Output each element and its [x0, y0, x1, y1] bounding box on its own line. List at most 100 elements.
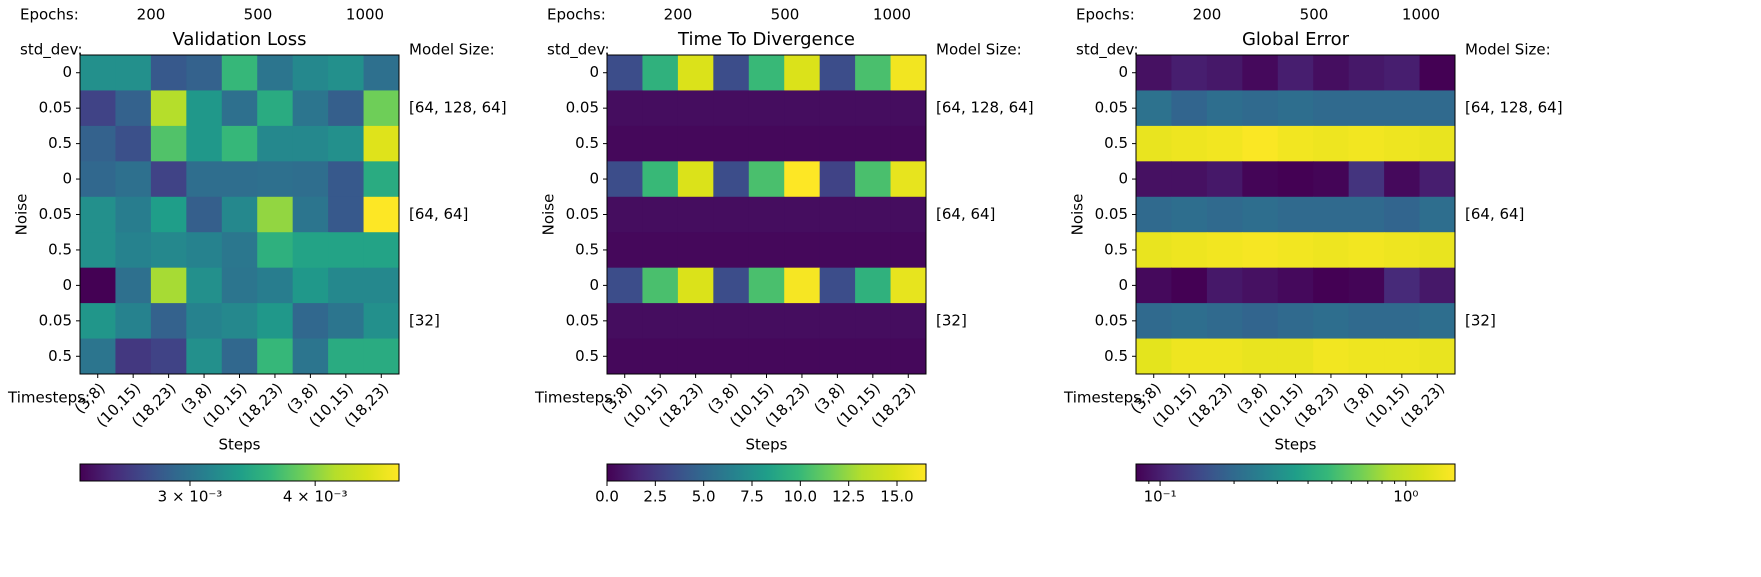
group-label: 1000: [346, 6, 384, 24]
heatmap-cell: [257, 338, 294, 375]
heatmap-cell: [221, 55, 258, 91]
heatmap-cell: [1136, 161, 1172, 198]
heatmap-cell: [186, 196, 223, 233]
heatmap-cell: [1384, 55, 1421, 91]
y-label: Noise: [540, 194, 558, 236]
group-label: 200: [664, 6, 693, 24]
y-tick-label: 0.05: [566, 311, 599, 329]
colorbar-tick-label: 7.5: [740, 488, 764, 506]
heatmap-cell: [1242, 303, 1279, 340]
heatmap-cell: [1242, 161, 1279, 198]
heatmap-cell: [819, 338, 856, 375]
y-tick-label: 0.05: [566, 205, 599, 223]
heatmap-cell: [80, 196, 116, 233]
heatmap-cell: [1384, 196, 1421, 233]
y-tick-label: 0: [589, 63, 599, 81]
colorbar-tick-label: 12.5: [832, 488, 865, 506]
heatmap-cell: [1136, 125, 1172, 162]
heatmap-cell: [328, 90, 365, 127]
heatmap-cell: [363, 338, 400, 375]
heatmap-cell: [1313, 125, 1350, 162]
heatmap-cell: [1206, 338, 1243, 375]
heatmap-cell: [221, 303, 258, 340]
heatmap-cell: [363, 90, 400, 127]
heatmap-cell: [328, 55, 365, 91]
heatmap-cell: [642, 55, 679, 91]
heatmap-cell: [1277, 303, 1314, 340]
heatmap-cell: [642, 232, 679, 269]
heatmap-cell: [1136, 90, 1172, 127]
heatmap-cell: [221, 267, 258, 304]
heatmap-cell: [1313, 90, 1350, 127]
heatmap-cell: [363, 196, 400, 233]
heatmap-cell: [748, 267, 785, 304]
y-tick-label: 0.05: [39, 205, 72, 223]
colorbar-tick-label: 4 × 10⁻³: [283, 488, 348, 506]
right-label: [64, 64]: [409, 205, 468, 223]
heatmap-cell: [713, 267, 750, 304]
y-tick-label: 0: [589, 276, 599, 294]
heatmap-cell: [642, 196, 679, 233]
heatmap-cell: [890, 196, 927, 233]
heatmap-cell: [748, 125, 785, 162]
colorbar: [1135, 463, 1456, 482]
heatmap-cell: [890, 55, 927, 91]
heatmap-cell: [890, 338, 927, 375]
heatmap-cell: [1206, 267, 1243, 304]
heatmap-cell: [1419, 55, 1456, 91]
heatmap-cell: [677, 55, 714, 91]
y-tick-label: 0.5: [48, 240, 72, 258]
y-tick-label: 0.5: [1104, 134, 1128, 152]
colorbar-tick-label: 2.5: [643, 488, 667, 506]
heatmap-cell: [819, 125, 856, 162]
heatmap-cell: [1242, 338, 1279, 375]
heatmap-cell: [115, 232, 152, 269]
y-tick-label: 0.5: [575, 240, 599, 258]
heatmap-cell: [115, 161, 152, 198]
heatmap-cell: [1206, 55, 1243, 91]
heatmap-cell: [784, 196, 821, 233]
heatmap-cell: [890, 161, 927, 198]
y-tick-label: 0.5: [1104, 347, 1128, 365]
heatmap-cell: [1171, 267, 1208, 304]
heatmap-cell: [1348, 161, 1385, 198]
right-label: [64, 128, 64]: [1465, 99, 1563, 117]
heatmap-cell: [677, 267, 714, 304]
heatmap-cell: [748, 303, 785, 340]
y-tick-label: 0.05: [39, 99, 72, 117]
y-tick-label: 0: [62, 63, 72, 81]
colorbar-tick-label: 0.0: [595, 488, 619, 506]
y-tick-label: 0: [1118, 276, 1128, 294]
heatmap-cell: [1206, 125, 1243, 162]
x-title: Timesteps:: [1063, 389, 1146, 407]
heatmap-cell: [855, 303, 892, 340]
y-tick-label: 0: [1118, 63, 1128, 81]
heatmap-cell: [257, 303, 294, 340]
heatmap-cell: [150, 196, 187, 233]
heatmap-cell: [1348, 338, 1385, 375]
heatmap-cell: [642, 303, 679, 340]
heatmap-cell: [784, 303, 821, 340]
heatmap-cell: [1242, 125, 1279, 162]
heatmap-cell: [1206, 303, 1243, 340]
heatmap-cell: [328, 267, 365, 304]
heatmap-cell: [292, 232, 329, 269]
colorbar: [79, 463, 400, 482]
y-label: Noise: [1069, 194, 1087, 236]
heatmap-cell: [677, 196, 714, 233]
heatmap-cell: [890, 232, 927, 269]
heatmap-cell: [607, 125, 643, 162]
heatmap-cell: [1171, 55, 1208, 91]
heatmap-cell: [80, 90, 116, 127]
heatmap-cell: [257, 161, 294, 198]
heatmap-cell: [115, 303, 152, 340]
heatmap-cell: [1348, 90, 1385, 127]
heatmap-cell: [677, 161, 714, 198]
heatmap-cell: [1384, 161, 1421, 198]
heatmap-cell: [1419, 267, 1456, 304]
heatmap-cell: [890, 125, 927, 162]
heatmap-cell: [1171, 125, 1208, 162]
heatmap-cell: [748, 161, 785, 198]
heatmap-cell: [1419, 232, 1456, 269]
